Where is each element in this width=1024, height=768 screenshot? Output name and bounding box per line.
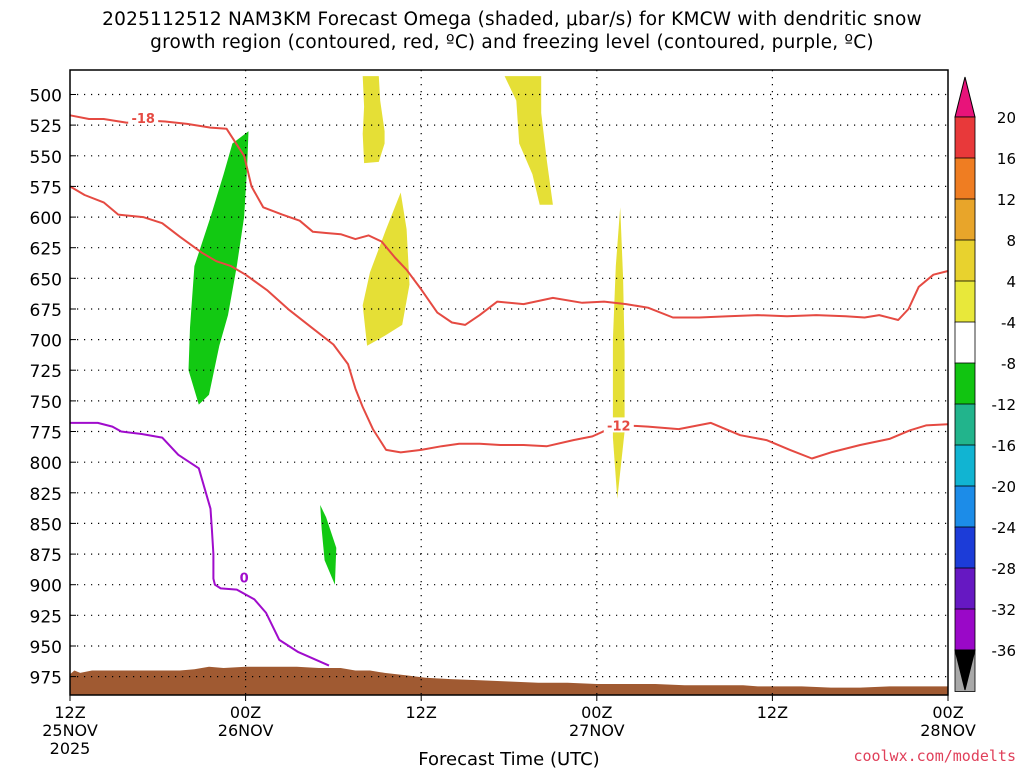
x-tick-label-12-1: 26NOV [218, 721, 274, 740]
y-tick-label-900: 900 [30, 577, 62, 597]
colorbar-bin-5 [954, 321, 976, 364]
x-tick-label-12-0: 00Z [230, 703, 261, 722]
colorbar-label-2: 12 [997, 191, 1016, 209]
x-tick-label-60-1: 28NOV [920, 721, 976, 740]
y-tick-label-725: 725 [30, 362, 62, 382]
x-axis-label: Forecast Time (UTC) [418, 749, 599, 768]
site-credit: coolwx.com/modelts [853, 747, 1016, 765]
dgz-minus12-label-bg [603, 417, 634, 433]
x-tick-label-48-0: 12Z [757, 703, 788, 722]
freezing-level-0c-label-bg [237, 569, 252, 585]
colorbar-bin-1 [954, 157, 976, 200]
colorbar-label-4: 4 [1006, 273, 1016, 291]
y-tick-label-675: 675 [30, 301, 62, 321]
dgz-minus18-label: -18 [131, 112, 155, 127]
y-tick-label-875: 875 [30, 546, 62, 566]
colorbar-lower-arrow [954, 649, 976, 691]
omega-region-4 [188, 131, 249, 405]
x-tick-label-0-0: 12Z [54, 703, 85, 722]
x-tick-label-36-1: 27NOV [569, 721, 625, 740]
colorbar-bin-8 [954, 444, 976, 487]
omega-region-5 [320, 505, 337, 585]
colorbar-label-11: -28 [992, 560, 1017, 578]
colorbar-label-9: -20 [992, 478, 1017, 496]
colorbar-label-1: 16 [997, 150, 1016, 168]
x-tick-label-60-0: 00Z [932, 703, 963, 722]
dgz-minus18-line [69, 114, 949, 326]
x-tick-label-0-2: 2025 [50, 739, 91, 758]
freezing-level-0c-label: 0 [240, 571, 249, 586]
y-tick-label-550: 550 [30, 148, 62, 168]
y-tick-label-750: 750 [30, 393, 62, 413]
dgz-minus12-line [69, 185, 949, 460]
plot-frame [69, 69, 949, 696]
y-tick-label-800: 800 [30, 454, 62, 474]
chart-title-line-1: 2025112512 NAM3KM Forecast Omega (shaded… [102, 9, 922, 30]
colorbar-bin-11 [954, 567, 976, 610]
x-tick-label-0-1: 25NOV [42, 721, 98, 740]
colorbar-label-13: -36 [992, 642, 1017, 660]
colorbar-bin-3 [954, 239, 976, 282]
colorbar-bin-12 [954, 608, 976, 651]
colorbar-bin-7 [954, 403, 976, 446]
y-axis: 500 525 550 575 600 625 650 675 700 725 750 775 800 8… [30, 87, 76, 689]
colorbar-bin-0 [954, 116, 976, 159]
colorbar-bin-9 [954, 485, 976, 528]
y-tick-label-975: 975 [30, 669, 62, 689]
omega-region-2 [362, 192, 410, 346]
freezing-level-0c-line [70, 421, 330, 667]
y-tick-label-850: 850 [30, 515, 62, 535]
omega-shading-layer [188, 76, 625, 585]
dgz-minus12-label: -12 [607, 419, 631, 434]
colorbar-label-5: -4 [1001, 314, 1016, 332]
y-tick-label-525: 525 [30, 117, 62, 137]
colorbar: 20 16 12 8 4 -4 -8 -12 -16 -20 -24 -28 -32 -36 [954, 76, 1017, 692]
colorbar-bin-4 [954, 280, 976, 323]
colorbar-bin-10 [954, 526, 976, 569]
colorbar-label-7: -12 [992, 396, 1017, 414]
contour-layer: -18 -12 0 [69, 109, 949, 667]
chart-title-line-2: growth region (contoured, red, ºC) and f… [150, 32, 874, 53]
colorbar-label-6: -8 [1001, 355, 1016, 373]
colorbar-label-12: -32 [992, 601, 1017, 619]
y-tick-label-500: 500 [30, 87, 62, 107]
x-tick-label-24-0: 12Z [406, 703, 437, 722]
y-tick-label-950: 950 [30, 638, 62, 658]
omega-region-0 [362, 76, 385, 164]
y-tick-label-825: 825 [30, 485, 62, 505]
colorbar-upper-arrow [954, 76, 976, 118]
y-tick-label-650: 650 [30, 270, 62, 290]
y-tick-label-700: 700 [30, 332, 62, 352]
colorbar-label-10: -24 [992, 519, 1017, 537]
colorbar-label-0: 20 [997, 109, 1016, 127]
terrain-layer [70, 666, 948, 695]
y-tick-label-925: 925 [30, 607, 62, 627]
y-tick-label-625: 625 [30, 240, 62, 260]
colorbar-label-8: -16 [992, 437, 1017, 455]
colorbar-bin-6 [954, 362, 976, 405]
omega-region-1 [504, 76, 553, 205]
dgz-minus18-label-bg [128, 109, 159, 125]
x-tick-label-36-0: 00Z [581, 703, 612, 722]
terrain-fill [70, 666, 948, 695]
y-tick-label-575: 575 [30, 178, 62, 198]
y-tick-label-775: 775 [30, 424, 62, 444]
colorbar-bin-2 [954, 198, 976, 241]
colorbar-label-3: 8 [1006, 232, 1016, 250]
y-tick-label-600: 600 [30, 209, 62, 229]
omega-region-3 [612, 207, 625, 499]
